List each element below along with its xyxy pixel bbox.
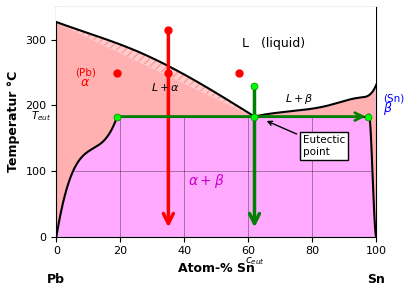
Text: $L+\alpha$: $L+\alpha$ <box>151 81 180 93</box>
Polygon shape <box>254 84 376 117</box>
Text: Pb: Pb <box>47 273 65 286</box>
Polygon shape <box>368 114 376 237</box>
Text: $\alpha$: $\alpha$ <box>80 76 90 89</box>
Text: $\beta$: $\beta$ <box>383 100 393 117</box>
Text: $L+\beta$: $L+\beta$ <box>285 92 314 106</box>
Text: $\alpha+\beta$: $\alpha+\beta$ <box>189 172 225 190</box>
Text: (Sn): (Sn) <box>383 94 404 104</box>
Text: $c_{eut}$: $c_{eut}$ <box>245 255 264 267</box>
Polygon shape <box>56 22 254 117</box>
Y-axis label: Temperatur °C: Temperatur °C <box>7 71 20 173</box>
Text: $T_{eut}$: $T_{eut}$ <box>31 110 51 124</box>
Text: Sn: Sn <box>367 273 386 286</box>
X-axis label: Atom-% Sn: Atom-% Sn <box>178 262 255 275</box>
Text: (Pb): (Pb) <box>75 67 96 78</box>
Text: L   (liquid): L (liquid) <box>242 36 305 50</box>
Polygon shape <box>254 84 376 117</box>
Polygon shape <box>56 117 117 237</box>
Text: Eutectic
point: Eutectic point <box>268 121 345 157</box>
Polygon shape <box>56 22 254 117</box>
Polygon shape <box>56 7 376 117</box>
